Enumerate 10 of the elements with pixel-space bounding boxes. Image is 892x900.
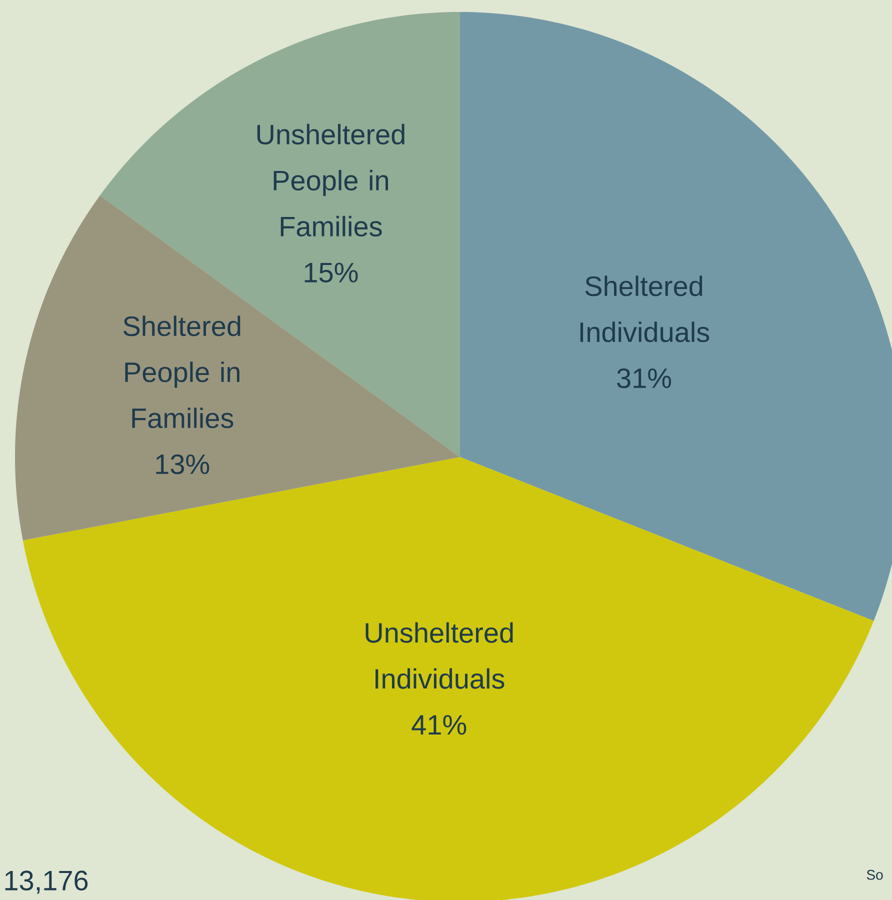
text: So (866, 870, 883, 880)
data-label: 13% (156, 454, 210, 474)
slice-label: Unsheltered People in Families (257, 124, 404, 236)
slice-label: Sheltered People in Families (123, 316, 240, 428)
slice-label: Sheltered Individuals (580, 276, 710, 342)
data-label: 41% (412, 715, 466, 735)
data-label: 31% (617, 368, 672, 388)
text: 13,176 (5, 870, 88, 894)
data-label: 15% (304, 262, 358, 282)
slice-label: Unsheltered Individuals (366, 622, 513, 689)
